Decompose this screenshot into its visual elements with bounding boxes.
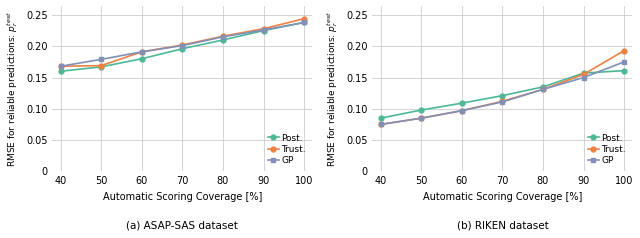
- Line: Trust.: Trust.: [378, 48, 627, 127]
- Trust.: [458, 109, 466, 112]
- Trust.: [539, 88, 547, 91]
- X-axis label: Automatic Scoring Coverage [%]: Automatic Scoring Coverage [%]: [102, 192, 262, 202]
- Trust.: [219, 35, 227, 38]
- Post.: [458, 102, 466, 104]
- Post.: [539, 85, 547, 88]
- Trust.: [377, 123, 385, 126]
- Legend: Post., Trust., GP: Post., Trust., GP: [586, 132, 628, 167]
- GP: [260, 29, 268, 31]
- Post.: [179, 47, 186, 50]
- Trust.: [580, 73, 588, 76]
- Post.: [377, 117, 385, 120]
- X-axis label: Automatic Scoring Coverage [%]: Automatic Scoring Coverage [%]: [422, 192, 582, 202]
- Post.: [499, 94, 506, 97]
- Post.: [138, 57, 146, 60]
- GP: [539, 88, 547, 91]
- Line: GP: GP: [58, 20, 307, 69]
- GP: [179, 44, 186, 47]
- Title: (a) ASAP-SAS dataset: (a) ASAP-SAS dataset: [127, 221, 238, 231]
- Post.: [620, 69, 628, 72]
- Post.: [57, 70, 65, 73]
- GP: [417, 117, 425, 120]
- GP: [580, 76, 588, 79]
- Post.: [417, 109, 425, 111]
- Post.: [260, 29, 268, 32]
- GP: [620, 60, 628, 63]
- GP: [219, 35, 227, 38]
- GP: [377, 123, 385, 126]
- Trust.: [300, 17, 308, 20]
- Trust.: [57, 65, 65, 68]
- Trust.: [97, 64, 105, 67]
- Trust.: [179, 44, 186, 46]
- Trust.: [620, 49, 628, 52]
- Trust.: [138, 50, 146, 53]
- GP: [458, 109, 466, 112]
- Line: Trust.: Trust.: [58, 16, 307, 69]
- GP: [138, 50, 146, 53]
- Line: Post.: Post.: [378, 68, 627, 121]
- GP: [300, 21, 308, 24]
- Line: GP: GP: [378, 60, 627, 127]
- GP: [97, 58, 105, 61]
- Trust.: [417, 117, 425, 120]
- GP: [499, 100, 506, 103]
- Trust.: [499, 100, 506, 103]
- Post.: [219, 39, 227, 41]
- Line: Post.: Post.: [58, 20, 307, 74]
- Post.: [97, 65, 105, 68]
- Trust.: [260, 27, 268, 30]
- Y-axis label: RMSE for reliable predictions: $p_r^{test}$: RMSE for reliable predictions: $p_r^{tes…: [6, 10, 20, 167]
- GP: [57, 65, 65, 68]
- Post.: [580, 72, 588, 74]
- Title: (b) RIKEN dataset: (b) RIKEN dataset: [456, 221, 548, 231]
- Legend: Post., Trust., GP: Post., Trust., GP: [266, 132, 308, 167]
- Post.: [300, 21, 308, 24]
- Y-axis label: RMSE for reliable predictions: $p_r^{test}$: RMSE for reliable predictions: $p_r^{tes…: [326, 10, 340, 167]
